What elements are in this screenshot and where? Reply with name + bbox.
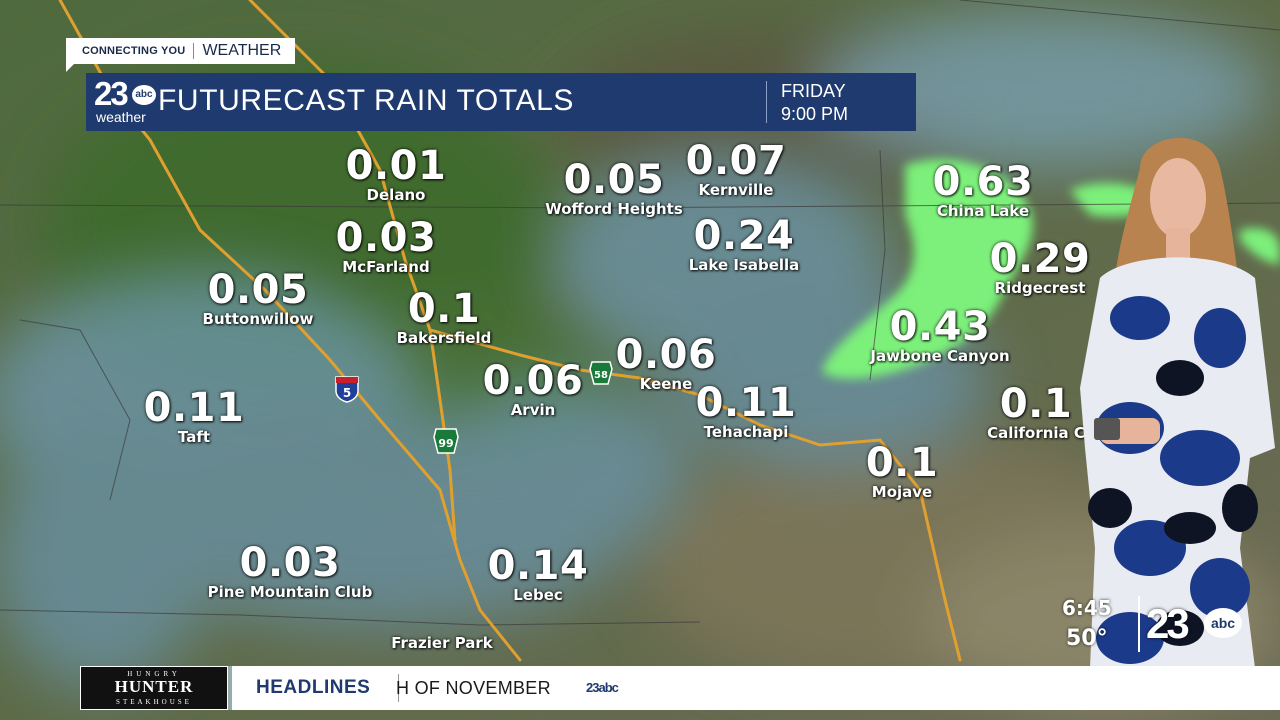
rain-value: 0.05 [563, 157, 665, 203]
city-taft: 0.11 Taft [144, 387, 245, 446]
city-arvin: 0.06 Arvin [483, 360, 584, 419]
city-name: Taft [177, 428, 211, 446]
highway-58-shield: 58 [589, 361, 613, 385]
city-name: California C [987, 424, 1085, 442]
city-jawbone-canyon: 0.43 Jawbone Canyon [870, 306, 1009, 365]
highway-99-label: 99 [438, 437, 453, 450]
ticker-text: H OF NOVEMBER [396, 678, 551, 698]
rain-value: 0.14 [487, 543, 589, 589]
forecast-time: 9:00 PM [781, 104, 849, 124]
logo-network: abc [132, 85, 156, 105]
rain-value: 0.1 [999, 381, 1073, 427]
city-ridgecrest: 0.29 Ridgecrest [990, 238, 1091, 297]
rain-value: 0.29 [989, 236, 1091, 282]
city-china-lake: 0.63 China Lake [933, 161, 1034, 220]
city-california-city: 0.1 California C [987, 383, 1085, 442]
highway-58-label: 58 [594, 370, 608, 381]
city-name: McFarland [342, 258, 430, 276]
news-ticker: HUNGRY HUNTER STEAKHOUSE HEADLINES H OF … [80, 666, 1280, 710]
city-name: Lebec [513, 586, 563, 604]
logo-sub: weather [96, 109, 146, 125]
corner-logo-number: 23 [1146, 600, 1190, 647]
rain-value: 0.06 [615, 332, 717, 378]
interstate-5-shield: 5 [335, 376, 359, 403]
tag-divider [193, 43, 195, 59]
station-logo-corner: 23 abc [1146, 600, 1242, 648]
clock-time: 6:45 [1062, 596, 1112, 620]
banner-title: FUTURECAST RAIN TOTALS [158, 84, 575, 117]
city-mcfarland: 0.03 McFarland [336, 217, 437, 276]
city-name: Tehachapi [703, 423, 789, 441]
rain-value: 0.03 [335, 215, 437, 261]
title-banner: 23 abc weather FUTURECAST RAIN TOTALS FR… [86, 73, 916, 131]
city-frazier-park: Frazier Park [391, 635, 493, 652]
rain-value: 0.05 [207, 267, 309, 313]
city-name: Ridgecrest [994, 279, 1086, 297]
ticker-label: HEADLINES [256, 677, 371, 698]
interstate-5-label: 5 [343, 386, 351, 400]
city-name: Kernville [698, 181, 774, 199]
corner-logo-network: abc [1204, 608, 1242, 638]
ticker-gap [228, 666, 232, 710]
city-mojave: 0.1 Mojave [866, 442, 938, 501]
city-name: China Lake [936, 202, 1030, 220]
rain-value: 0.07 [685, 138, 787, 184]
city-wofford-heights: 0.05 Wofford Heights [545, 159, 683, 218]
banner-divider [766, 81, 767, 123]
city-delano: 0.01 Delano [346, 145, 447, 204]
rain-value: 0.01 [345, 143, 447, 189]
sponsor-top: HUNGRY [127, 670, 181, 678]
rain-value: 0.03 [239, 540, 341, 586]
tag-right-text: WEATHER [202, 42, 282, 59]
rain-value: 0.11 [695, 380, 797, 426]
station-logo: 23 abc weather [94, 75, 156, 125]
city-name: Mojave [871, 483, 933, 501]
city-lebec: 0.14 Lebec [488, 545, 589, 604]
city-name: Pine Mountain Club [207, 583, 373, 601]
city-lake-isabella: 0.24 Lake Isabella [689, 215, 800, 274]
city-buttonwillow: 0.05 Buttonwillow [203, 269, 314, 328]
meteorologist [1080, 137, 1275, 668]
tag-left-text: CONNECTING YOU [82, 45, 186, 57]
logo-number: 23 [94, 75, 129, 112]
city-kernville: 0.07 Kernville [686, 140, 787, 199]
sponsor-bottom: STEAKHOUSE [116, 698, 192, 706]
city-tehachapi: 0.11 Tehachapi [696, 382, 797, 441]
sponsor-main: HUNTER [114, 677, 194, 696]
highway-99-shield: 99 [433, 428, 459, 454]
rain-value: 0.06 [482, 358, 584, 404]
rain-value: 0.24 [693, 213, 795, 259]
rain-value: 0.1 [865, 440, 939, 486]
city-name: Wofford Heights [545, 200, 683, 218]
city-name: Buttonwillow [202, 310, 314, 328]
rain-value: 0.63 [932, 159, 1034, 205]
sponsor-logo: HUNGRY HUNTER STEAKHOUSE [80, 666, 228, 710]
city-bakersfield: 0.1 Bakersfield [397, 288, 492, 347]
ticker-mini-logo: 23abc [586, 680, 619, 695]
city-keene: 0.06 Keene [616, 334, 717, 393]
tag-notch [66, 64, 74, 72]
city-name: Keene [639, 375, 693, 393]
city-name: Frazier Park [391, 634, 493, 652]
rain-value: 0.1 [407, 286, 481, 332]
current-temperature: 50° [1066, 626, 1108, 651]
weather-tag: CONNECTING YOU WEATHER [66, 38, 296, 64]
clock-divider [1138, 596, 1140, 652]
city-name: Arvin [510, 401, 556, 419]
forecast-day: FRIDAY [781, 81, 846, 101]
city-pine-mountain-club: 0.03 Pine Mountain Club [208, 542, 373, 601]
city-name: Jawbone Canyon [870, 347, 1010, 365]
ticker-divider [398, 674, 399, 702]
city-name: Bakersfield [396, 329, 492, 347]
rain-value: 0.43 [889, 304, 991, 350]
city-name: Delano [366, 186, 426, 204]
rain-value: 0.11 [143, 385, 245, 431]
city-name: Lake Isabella [688, 256, 800, 274]
